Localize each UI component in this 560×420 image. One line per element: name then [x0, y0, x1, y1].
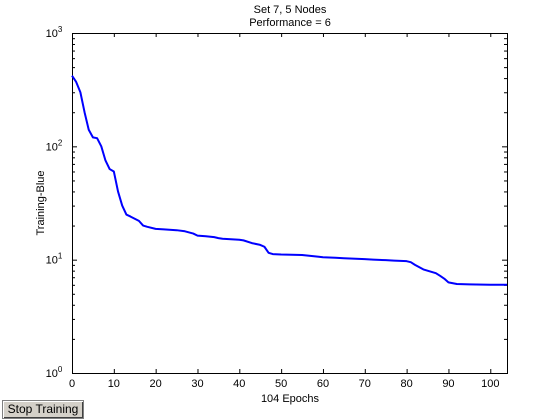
x-tick-label: 30: [191, 378, 203, 390]
y-tick-label: 101: [46, 252, 63, 267]
y-tick-labels: 100 101 102 103: [46, 25, 63, 380]
x-tick-label: 40: [233, 378, 245, 390]
x-tick-label: 80: [400, 378, 412, 390]
x-tick-label: 60: [317, 378, 329, 390]
y-tick-label: 103: [46, 25, 63, 40]
x-tick-label: 50: [275, 378, 287, 390]
x-tick-label: 100: [481, 378, 499, 390]
x-tick-label: 70: [359, 378, 371, 390]
axis-ticks: [72, 33, 507, 374]
chart-title: Set 7, 5 Nodes: [254, 4, 327, 16]
x-tick-label: 0: [69, 378, 75, 390]
x-tick-labels: 0 10 20 30 40 50 60 70 80 90 100: [69, 378, 500, 390]
plot-area: [72, 33, 508, 374]
y-tick-label: 100: [46, 365, 63, 380]
series-layer: [71, 75, 507, 286]
training-series-line: [71, 75, 507, 286]
x-tick-label: 20: [150, 378, 162, 390]
x-axis-label: 104 Epochs: [261, 393, 320, 405]
x-tick-label: 10: [108, 378, 120, 390]
stop-training-button[interactable]: Stop Training: [2, 400, 84, 419]
y-axis-label: Training-Blue: [35, 170, 47, 235]
chart-subtitle: Performance = 6: [249, 17, 331, 29]
x-tick-label: 90: [442, 378, 454, 390]
y-tick-label: 102: [46, 138, 63, 153]
